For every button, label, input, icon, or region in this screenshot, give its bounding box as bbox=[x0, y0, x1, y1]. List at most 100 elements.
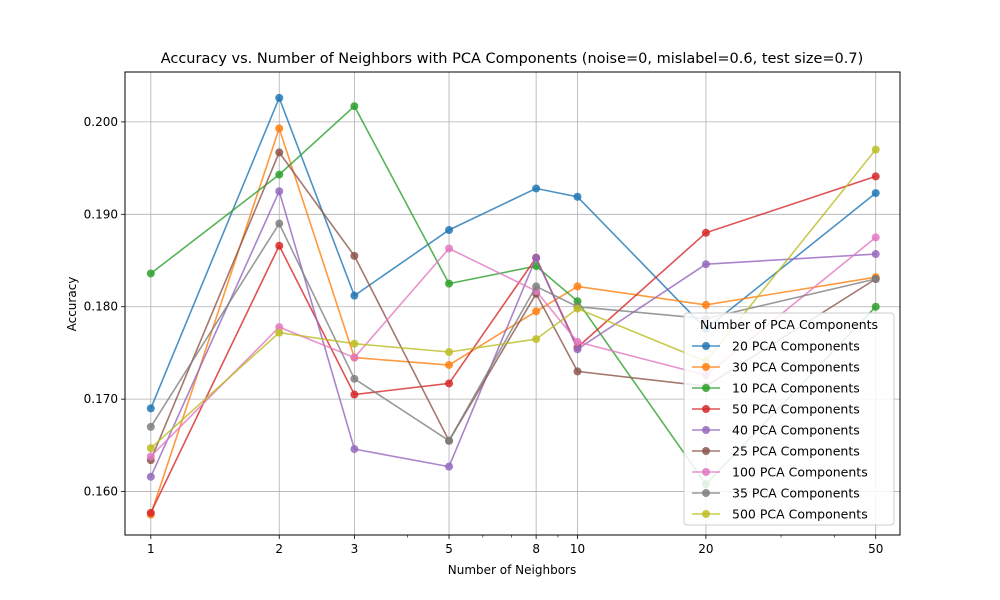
data-point bbox=[350, 353, 359, 362]
legend-item: 100 PCA Components bbox=[692, 465, 868, 480]
data-point bbox=[146, 404, 155, 413]
data-point bbox=[350, 445, 359, 454]
data-point bbox=[350, 251, 359, 260]
data-point bbox=[445, 226, 454, 235]
data-point bbox=[871, 189, 880, 198]
data-point bbox=[275, 148, 284, 157]
legend: Number of PCA Components 20 PCA Component… bbox=[683, 312, 895, 526]
legend-item: 35 PCA Components bbox=[692, 486, 860, 501]
data-point bbox=[445, 436, 454, 445]
legend-title: Number of PCA Components bbox=[700, 317, 878, 332]
x-tick-label: 3 bbox=[351, 542, 359, 556]
legend-swatch-marker bbox=[702, 468, 710, 476]
y-axis-label: Accuracy bbox=[65, 277, 79, 332]
legend-swatch-marker bbox=[702, 342, 710, 350]
data-point bbox=[275, 124, 284, 133]
y-tick-label: 0.180 bbox=[84, 300, 118, 314]
series-line bbox=[150, 125, 876, 515]
data-point bbox=[871, 275, 880, 284]
data-point bbox=[146, 444, 155, 453]
x-tick-label: 8 bbox=[532, 542, 540, 556]
data-point bbox=[871, 250, 880, 259]
data-point bbox=[146, 269, 155, 278]
series-line bbox=[150, 175, 876, 514]
axis-ticks: 1 2 3 5 8 10 20 50 0.160 0.170 0.180 0.190 0.200 bbox=[84, 115, 884, 556]
data-point bbox=[275, 170, 284, 179]
legend-label: 25 PCA Components bbox=[732, 444, 860, 459]
data-point bbox=[573, 304, 582, 313]
data-point bbox=[445, 360, 454, 369]
legend-label: 100 PCA Components bbox=[732, 465, 868, 480]
legend-box bbox=[683, 312, 895, 526]
data-point bbox=[350, 102, 359, 111]
data-point bbox=[275, 328, 284, 337]
legend-item: 50 PCA Components bbox=[692, 402, 860, 417]
legend-label: 10 PCA Components bbox=[732, 381, 860, 396]
data-point bbox=[871, 302, 880, 311]
y-tick-label: 0.160 bbox=[84, 485, 118, 499]
legend-swatch-marker bbox=[702, 426, 710, 434]
data-point bbox=[871, 145, 880, 154]
legend-swatch-marker bbox=[702, 447, 710, 455]
data-point bbox=[275, 219, 284, 228]
data-point bbox=[532, 282, 541, 291]
data-point bbox=[445, 279, 454, 288]
legend-item: 40 PCA Components bbox=[692, 423, 860, 438]
series-line bbox=[150, 95, 877, 409]
data-point bbox=[275, 187, 284, 196]
data-point bbox=[146, 472, 155, 481]
data-point bbox=[275, 323, 284, 332]
legend-label: 40 PCA Components bbox=[732, 423, 860, 438]
data-point bbox=[871, 172, 880, 181]
data-point bbox=[532, 335, 541, 344]
series-layer bbox=[146, 93, 880, 519]
data-point bbox=[275, 241, 284, 250]
x-tick-label: 5 bbox=[445, 542, 453, 556]
legend-swatch-marker bbox=[702, 384, 710, 392]
legend-label: 500 PCA Components bbox=[732, 507, 868, 522]
data-point bbox=[532, 253, 541, 262]
legend-item: 500 PCA Components bbox=[692, 507, 868, 522]
data-point bbox=[573, 297, 582, 306]
data-point bbox=[871, 233, 880, 242]
data-point bbox=[573, 367, 582, 376]
data-point bbox=[146, 452, 155, 461]
x-tick-label: 50 bbox=[868, 542, 883, 556]
legend-label: 35 PCA Components bbox=[732, 486, 860, 501]
x-tick-label: 1 bbox=[147, 542, 155, 556]
legend-item: 10 PCA Components bbox=[692, 381, 860, 396]
data-point bbox=[573, 345, 582, 354]
legend-label: 20 PCA Components bbox=[732, 339, 860, 354]
data-point bbox=[350, 339, 359, 348]
legend-swatch-marker bbox=[702, 489, 710, 497]
data-point bbox=[573, 192, 582, 201]
data-point bbox=[701, 300, 710, 309]
data-point bbox=[445, 379, 454, 388]
x-tick-label: 20 bbox=[698, 542, 713, 556]
y-tick-label: 0.200 bbox=[84, 115, 118, 129]
legend-label: 50 PCA Components bbox=[732, 402, 860, 417]
data-point bbox=[350, 291, 359, 300]
data-point bbox=[350, 374, 359, 383]
data-point bbox=[445, 348, 454, 357]
data-point bbox=[275, 93, 284, 102]
x-tick-label: 10 bbox=[570, 542, 585, 556]
y-tick-label: 0.170 bbox=[84, 392, 118, 406]
y-tick-label: 0.190 bbox=[84, 207, 118, 221]
data-point bbox=[146, 422, 155, 431]
data-point bbox=[701, 228, 710, 237]
legend-swatch-marker bbox=[702, 510, 710, 518]
legend-swatch-marker bbox=[702, 363, 710, 371]
data-point bbox=[445, 244, 454, 253]
legend-label: 30 PCA Components bbox=[732, 360, 860, 375]
data-point bbox=[350, 390, 359, 399]
x-axis-label: Number of Neighbors bbox=[448, 563, 576, 577]
data-point bbox=[573, 282, 582, 291]
data-point bbox=[445, 462, 454, 471]
legend-item: 30 PCA Components bbox=[692, 360, 860, 375]
data-point bbox=[573, 337, 582, 346]
legend-swatch-marker bbox=[702, 405, 710, 413]
x-tick-label: 2 bbox=[275, 542, 283, 556]
legend-item: 20 PCA Components bbox=[692, 339, 860, 354]
